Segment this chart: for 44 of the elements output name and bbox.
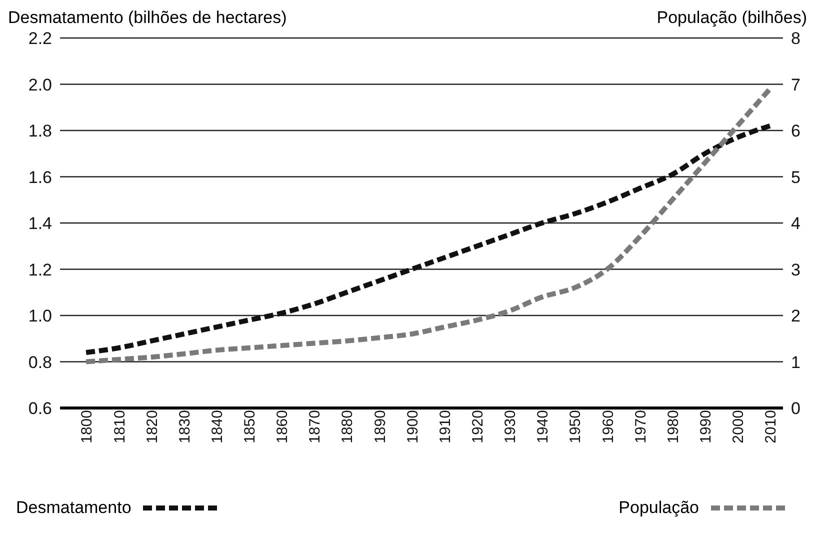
y2-tick-label: 7 (791, 75, 800, 94)
x-tick-label: 1920 (470, 410, 487, 444)
y-tick-label: 1.0 (28, 306, 52, 326)
x-tick-label: 1860 (274, 410, 292, 444)
x-tick-label: 1880 (339, 410, 356, 444)
y-tick-label: 2.2 (28, 29, 52, 48)
x-tick-label: 1950 (567, 410, 584, 444)
y2-tick-label: 2 (791, 306, 800, 326)
y2-tick-label: 3 (791, 260, 800, 280)
y-tick-label: 1.4 (28, 214, 52, 234)
y2-axis-title: População (bilhões) (656, 8, 807, 28)
y2-tick-label: 6 (791, 122, 800, 141)
y-tick-label: 0.8 (28, 352, 52, 372)
x-tick-label: 1940 (534, 410, 552, 444)
x-tick-label: 1910 (436, 410, 454, 444)
y-tick-label: 1.2 (28, 260, 52, 280)
y2-tick-label: 1 (791, 352, 800, 372)
x-tick-label: 1980 (664, 410, 682, 444)
x-tick-label: 1850 (242, 410, 259, 444)
x-tick-label: 2010 (762, 410, 780, 444)
x-tick-label: 1930 (502, 410, 520, 444)
y2-tick-label: 4 (791, 214, 800, 234)
y-tick-label: 1.6 (28, 168, 52, 187)
x-tick-label: 1830 (176, 410, 194, 444)
y-tick-label: 2.0 (28, 75, 52, 94)
legend-label: População (618, 498, 699, 518)
x-tick-label: 2000 (730, 410, 748, 444)
x-tick-label: 1890 (372, 410, 389, 444)
legend-label: Desmatamento (16, 498, 132, 518)
y2-tick-label: 8 (791, 29, 800, 48)
x-tick-label: 1820 (144, 410, 161, 444)
y2-tick-label: 0 (791, 399, 800, 418)
y-tick-label: 0.6 (28, 399, 52, 418)
x-tick-label: 1810 (111, 410, 128, 444)
x-tick-label: 1840 (208, 410, 226, 444)
x-tick-label: 1870 (306, 410, 324, 444)
x-tick-label: 1960 (600, 410, 617, 444)
y-tick-label: 1.8 (28, 122, 52, 141)
x-tick-label: 1800 (78, 410, 96, 444)
x-tick-label: 1990 (697, 410, 714, 444)
x-tick-label: 1900 (404, 410, 422, 444)
y2-tick-label: 5 (791, 168, 800, 187)
y-axis-title: Desmatamento (bilhões de hectares) (8, 8, 287, 28)
x-tick-label: 1970 (632, 410, 650, 444)
